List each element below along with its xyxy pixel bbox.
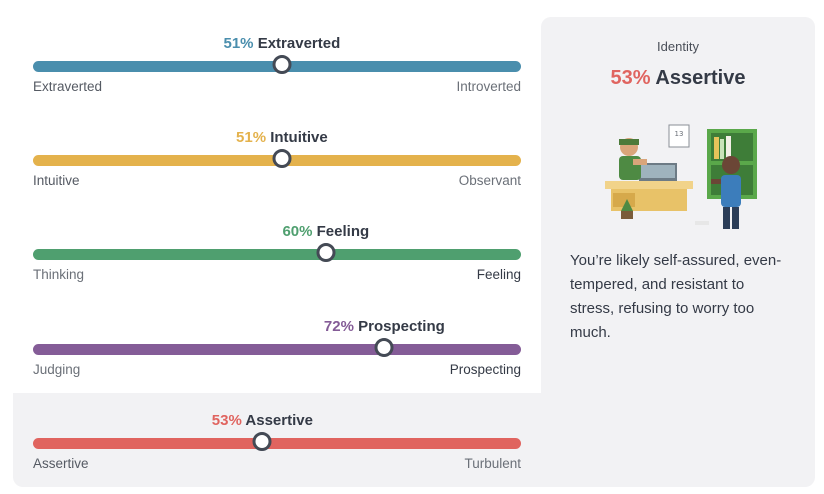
trait-name: Assertive — [245, 412, 313, 429]
panel-trait-name: Assertive — [655, 67, 746, 89]
trait-percent: 51% — [223, 35, 254, 52]
trait-percent: 60% — [282, 223, 313, 240]
trait-title: 60% Feeling — [282, 223, 369, 240]
trait-name: Prospecting — [358, 318, 445, 335]
trait-left-pole: Intuitive — [33, 173, 80, 188]
trait-right-pole: Turbulent — [464, 456, 521, 471]
trait-slider-knob — [272, 149, 292, 168]
trait-right-pole: Introverted — [456, 79, 521, 94]
trait-left-pole: Judging — [33, 362, 81, 377]
trait-name: Feeling — [316, 223, 370, 240]
trait-slider-knob — [272, 55, 292, 74]
trait-right-pole: Feeling — [476, 267, 521, 282]
trait-bar — [33, 438, 521, 449]
trait-slider-knob — [252, 432, 272, 451]
svg-text:13: 13 — [675, 130, 684, 138]
trait-title: 51% Intuitive — [236, 129, 328, 146]
trait-percent: 72% — [323, 318, 354, 335]
trait-name: Intuitive — [270, 129, 328, 146]
trait-left-pole: Thinking — [33, 267, 85, 282]
office-scene-illustration: 13 — [599, 119, 759, 242]
trait-title: 72% Prospecting — [324, 318, 445, 335]
trait-right-pole: Observant — [458, 173, 521, 188]
trait-title: 53% Assertive — [212, 412, 313, 429]
trait-percent: 53% — [211, 412, 242, 429]
panel-heading: 53% Assertive — [541, 67, 815, 90]
trait-left-pole: Extraverted — [33, 79, 103, 94]
trait-slider-knob — [316, 243, 336, 262]
trait-bar — [33, 249, 521, 260]
trait-slider-knob — [374, 338, 394, 357]
trait-percent: 51% — [236, 129, 267, 146]
panel-label: Identity — [657, 39, 699, 54]
trait-bar — [33, 344, 521, 355]
trait-right-pole: Prospecting — [449, 362, 521, 377]
trait-left-pole: Assertive — [33, 456, 89, 471]
trait-name: Extraverted — [257, 35, 341, 52]
trait-detail-panel: Identity 53% Assertive 13 — [541, 17, 815, 487]
panel-description: You’re likely self-assured, even-tempere… — [570, 252, 782, 341]
trait-title: 51% Extraverted — [224, 35, 341, 52]
panel-percent: 53% — [610, 67, 651, 89]
